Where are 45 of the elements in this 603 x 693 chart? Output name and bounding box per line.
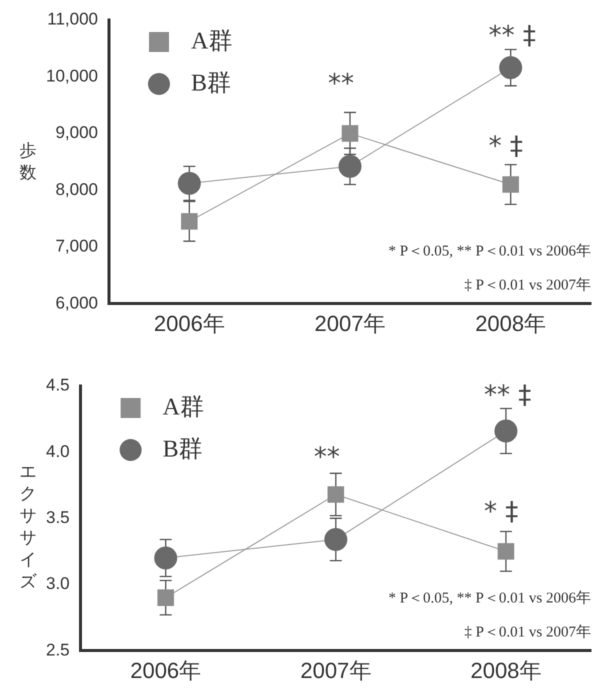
y-tick-label: 4.5 [46,376,70,395]
annotation: * ‡ [488,131,523,162]
annotation: ‡ P＜0.01 vs 2007年 [464,276,591,294]
x-tick-label: 2006年 [130,658,202,683]
point [324,528,348,551]
point [342,125,358,142]
legend-label: B群 [190,70,232,96]
annotation: * P＜0.05, ** P＜0.01 vs 2006年 [388,590,591,607]
point [494,419,518,442]
y-tick-label: 3.0 [46,574,70,594]
annotation: ** [314,442,340,473]
y-tick-label: 10,000 [46,66,98,86]
y-tick-label: 2.5 [46,640,70,660]
annotation: ** ‡ [488,20,536,51]
annotation: * P＜0.05, ** P＜0.01 vs 2006年 [388,242,591,260]
annotation: * ‡ [484,496,518,527]
y-axis-title: エクササイズ [18,461,38,593]
y-tick-label: 11,000 [47,10,98,29]
annotation: ** ‡ [484,380,532,410]
point [502,176,519,193]
point [181,213,198,230]
x-tick-label: 2006年 [154,310,225,336]
y-tick-label: 4.0 [46,442,70,461]
point [154,546,178,570]
y-tick-label: 8,000 [55,180,98,199]
legend-label: A群 [190,28,232,54]
y-tick-label: 3.5 [46,508,70,527]
legend-label: A群 [162,394,204,420]
y-tick-label: 7,000 [55,236,98,256]
point [178,172,201,195]
y-tick-label: 9,000 [55,123,98,142]
y-axis-title: 歩数 [18,140,38,184]
x-tick-label: 2007年 [300,658,372,683]
point [498,543,514,560]
y-tick-label: 6,000 [55,293,98,312]
point [157,589,174,606]
x-tick-label: 2008年 [475,310,546,336]
point [328,486,344,503]
annotation: ** [328,68,354,99]
x-tick-label: 2008年 [470,658,542,683]
annotation: ‡ P＜0.01 vs 2007年 [464,624,591,641]
x-tick-label: 2007年 [314,310,386,336]
legend-label: B群 [162,436,203,462]
point [499,56,522,80]
point [338,154,362,178]
